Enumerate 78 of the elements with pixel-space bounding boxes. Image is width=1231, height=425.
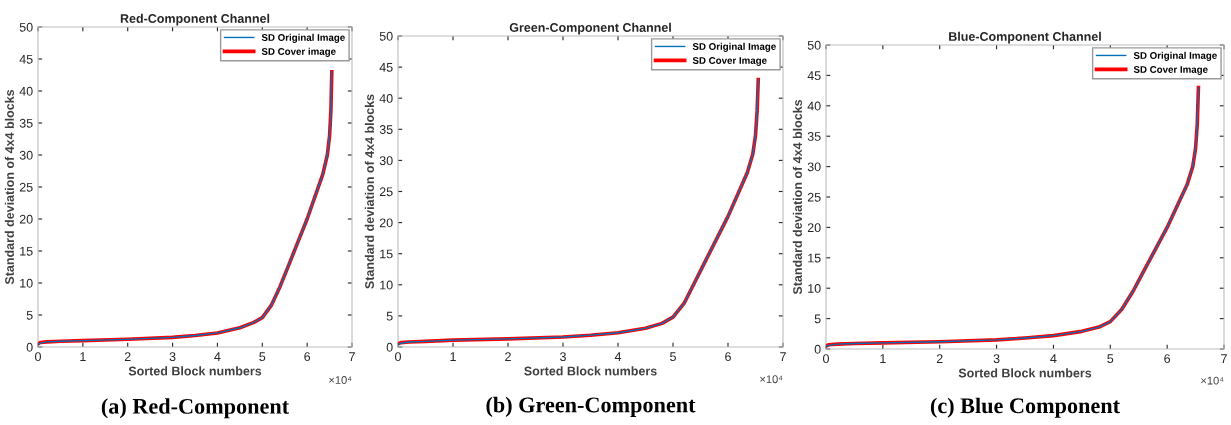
- y-tick-label: 25: [19, 182, 33, 192]
- y-tick-label: 50: [807, 40, 821, 50]
- x-tick-label: 4: [214, 352, 221, 361]
- y-tick-label: 50: [379, 31, 393, 41]
- x-tick-label: 6: [1164, 354, 1171, 364]
- y-tick-label: 45: [19, 54, 33, 64]
- y-tick-label: 45: [807, 71, 821, 81]
- y-tick-label: 40: [379, 94, 393, 103]
- x-tick-label: 2: [124, 352, 131, 361]
- x-tick-label: 5: [1107, 354, 1114, 364]
- x-tick-label: 0: [395, 352, 401, 362]
- y-tick-label: 0: [814, 344, 821, 354]
- chart-title: Green-Component Channel: [509, 22, 671, 35]
- y-axis-title: Standard deviation of 4x4 blocks: [4, 89, 14, 285]
- y-tick-label: 45: [379, 63, 393, 72]
- x-tick-label: 7: [1221, 354, 1227, 363]
- x-tick-label: 7: [780, 352, 786, 361]
- x-tick-label: 7: [349, 352, 355, 361]
- x-tick-label: 0: [35, 352, 41, 362]
- x-tick-label: 1: [80, 352, 86, 361]
- x-tick-label: 3: [560, 352, 566, 362]
- y-axis-title: Standard deviation of 4x4 blocks: [364, 94, 374, 289]
- y-tick-label: 15: [20, 246, 33, 256]
- text: ×10⁴: [329, 376, 352, 384]
- y-tick-label: 25: [379, 187, 393, 197]
- text: (a) Red-Component: [101, 398, 290, 419]
- y-tick-label: 0: [386, 342, 393, 352]
- y-tick-label: 35: [807, 132, 821, 141]
- x-tick-label: 2: [936, 354, 943, 363]
- x-tick-label: 4: [1050, 354, 1057, 363]
- text: ×10⁴: [1201, 376, 1224, 385]
- chart-title: Red-Component Channel: [120, 13, 270, 26]
- x-tick-label: 1: [450, 352, 456, 361]
- y-tick-label: 10: [380, 280, 393, 290]
- legend-label: SD Cover Image: [1133, 66, 1208, 75]
- y-tick-label: 20: [807, 223, 821, 233]
- y-tick-label: 0: [26, 342, 33, 352]
- y-tick-label: 15: [808, 253, 821, 263]
- x-axis-title: Sorted Block numbers: [128, 366, 262, 376]
- y-tick-label: 30: [379, 156, 393, 166]
- x-tick-label: 6: [304, 352, 311, 362]
- y-tick-label: 35: [19, 118, 33, 128]
- text: (b) Green-Component: [486, 396, 696, 417]
- y-tick-label: 5: [386, 311, 393, 321]
- y-tick-label: 15: [380, 249, 393, 259]
- chart-title: Blue-Component Channel: [949, 31, 1101, 44]
- y-tick-label: 20: [19, 214, 33, 224]
- y-tick-label: 40: [807, 101, 821, 111]
- legend-label: SD Cover image: [261, 47, 336, 57]
- y-tick-label: 40: [19, 86, 33, 96]
- text: ×10⁴: [760, 375, 783, 384]
- x-tick-label: 3: [169, 352, 176, 362]
- x-tick-label: 5: [259, 352, 266, 362]
- y-tick-label: 10: [808, 284, 821, 293]
- legend-label: SD Original Image: [261, 33, 345, 43]
- legend-label: SD Cover Image: [692, 57, 767, 66]
- y-tick-label: 5: [26, 310, 33, 320]
- x-tick-label: 2: [505, 352, 511, 361]
- y-tick-label: 30: [19, 150, 33, 160]
- x-tick-label: 6: [725, 352, 731, 362]
- x-axis-title: Sorted Block numbers: [958, 368, 1092, 378]
- x-tick-label: 0: [823, 354, 829, 364]
- x-axis-title: Sorted Block numbers: [524, 366, 657, 376]
- legend-label: SD Original Image: [1133, 51, 1217, 61]
- y-tick-label: 5: [814, 314, 821, 324]
- y-axis-title: Standard deviation of 4x4 blocks: [792, 99, 802, 295]
- y-tick-label: 50: [19, 22, 33, 32]
- x-tick-label: 3: [993, 354, 1000, 364]
- x-tick-label: 1: [880, 354, 886, 363]
- x-tick-label: 4: [614, 352, 622, 361]
- text: (c) Blue Component: [930, 397, 1120, 418]
- y-tick-label: 20: [379, 218, 393, 228]
- legend-label: SD Original Image: [692, 42, 776, 52]
- y-tick-label: 25: [807, 192, 821, 202]
- y-tick-label: 30: [807, 162, 821, 172]
- x-tick-label: 5: [670, 352, 676, 362]
- y-tick-label: 10: [20, 278, 33, 288]
- y-tick-label: 35: [379, 125, 393, 134]
